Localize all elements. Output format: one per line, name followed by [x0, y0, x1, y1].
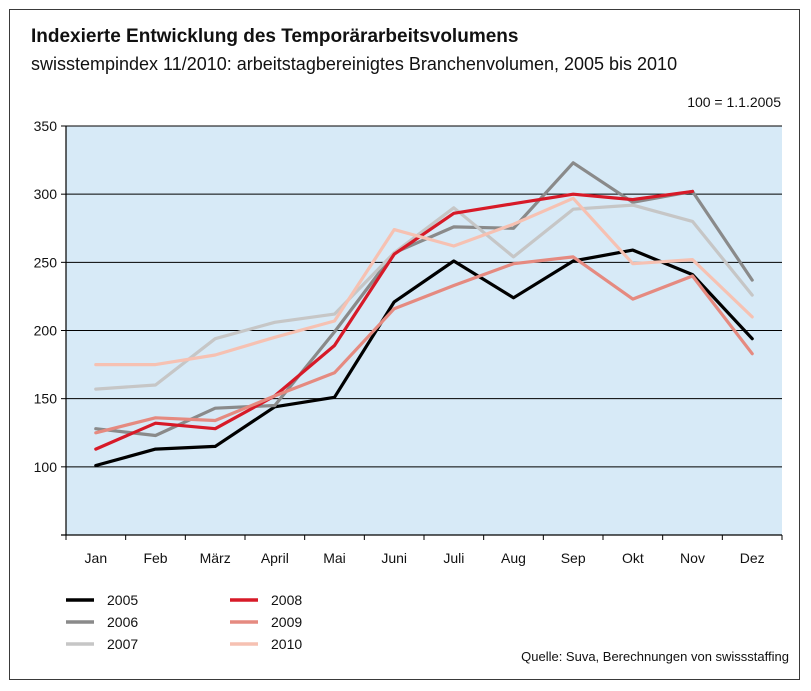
x-tick-label-1: Feb [143, 550, 167, 566]
x-tick-label-7: Aug [501, 550, 526, 566]
x-tick-label-3: April [261, 550, 289, 566]
legend-label-2006: 2006 [107, 614, 138, 630]
series-line-2009 [94, 255, 754, 435]
legend-label-2007: 2007 [107, 636, 138, 652]
series-line-2006 [94, 161, 754, 438]
y-tick-label-150: 150 [34, 391, 58, 407]
legend-label-2009: 2009 [271, 614, 302, 630]
y-tick-label-300: 300 [34, 186, 58, 202]
series-line-2007 [94, 203, 754, 391]
x-tick-label-5: Juni [381, 550, 407, 566]
x-tick-label-8: Sep [561, 550, 586, 566]
x-tick-label-6: Juli [443, 550, 464, 566]
x-tick-label-10: Nov [680, 550, 705, 566]
y-tick-label-200: 200 [34, 323, 58, 339]
legend-label-2008: 2008 [271, 592, 302, 608]
series-line-2008 [94, 189, 695, 451]
y-tick-label-250: 250 [34, 254, 58, 270]
series-line-2005 [94, 248, 754, 468]
x-tick-label-2: März [200, 550, 231, 566]
legend-label-2005: 2005 [107, 592, 138, 608]
x-tick-label-4: Mai [323, 550, 346, 566]
source-note: Quelle: Suva, Berechnungen von swissstaf… [521, 649, 789, 664]
index-base-note: 100 = 1.1.2005 [687, 94, 781, 110]
chart-subtitle: swisstempindex 11/2010: arbeitstagberein… [31, 54, 678, 74]
x-tick-label-9: Okt [622, 550, 644, 566]
y-tick-label-100: 100 [34, 459, 58, 475]
x-tick-label-0: Jan [85, 550, 108, 566]
series-line-2010 [94, 196, 754, 367]
legend-label-2010: 2010 [271, 636, 302, 652]
chart-title: Indexierte Entwicklung des Temporärarbei… [31, 26, 519, 47]
y-tick-label-350: 350 [34, 118, 58, 134]
x-tick-label-11: Dez [740, 550, 765, 566]
